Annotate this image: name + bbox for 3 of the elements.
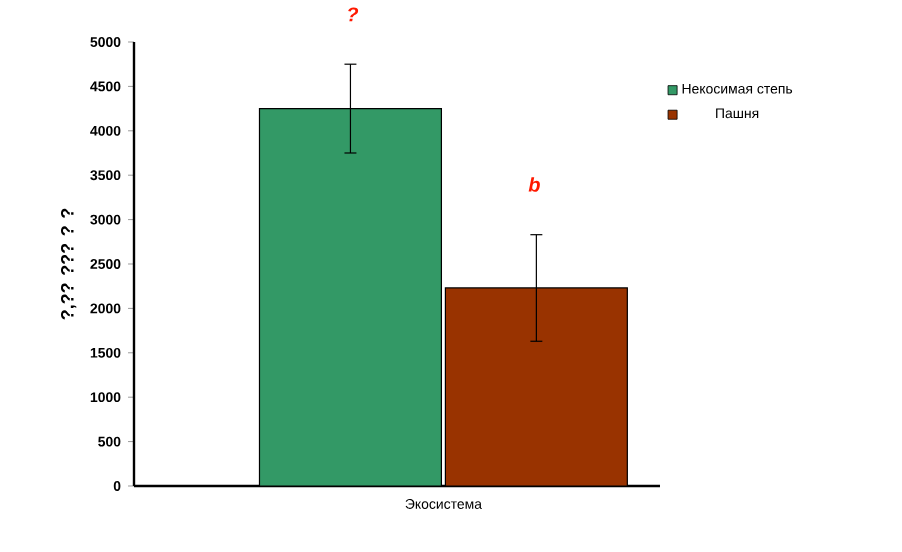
y-axis-title: ?,?? ??? ? ? <box>60 208 77 320</box>
text: ? <box>348 7 359 22</box>
annotation: b <box>528 177 540 192</box>
